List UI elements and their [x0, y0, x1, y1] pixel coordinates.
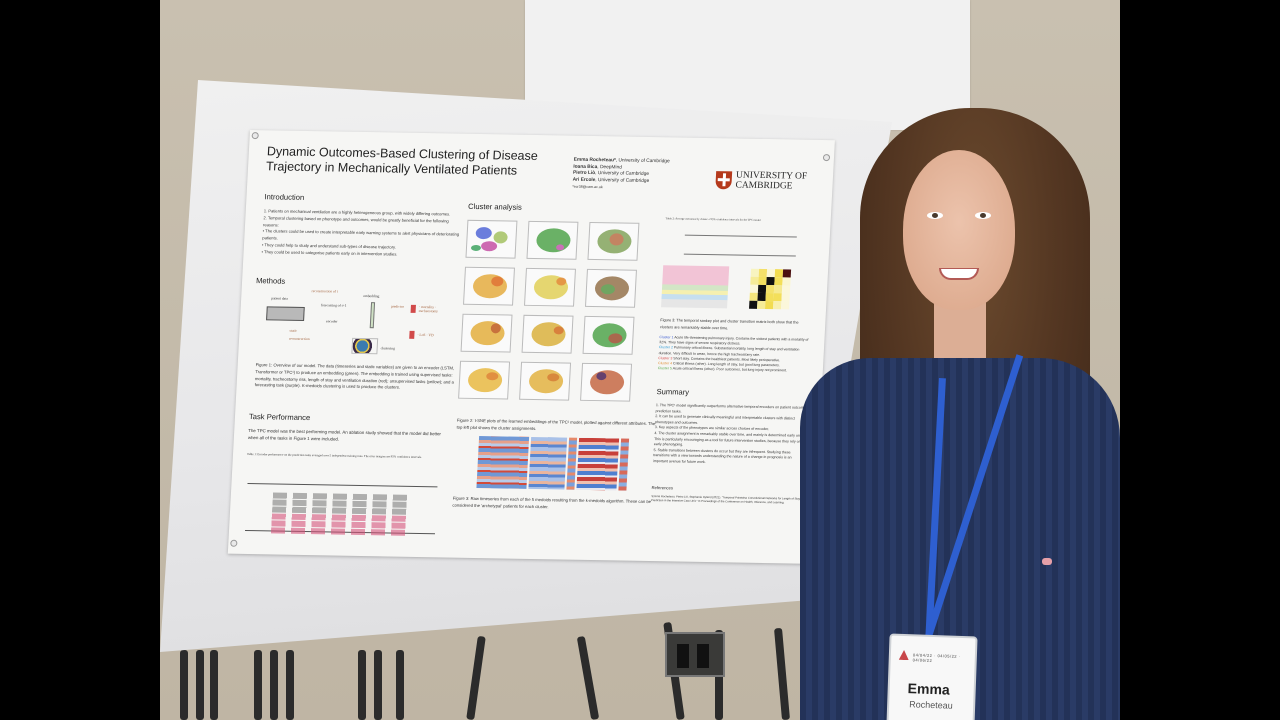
temporal-sankey-plot: [661, 265, 730, 309]
easel-leg: [254, 650, 262, 720]
heatmap-cluster-1: [476, 436, 530, 489]
cluster-analysis-heading: Cluster analysis: [467, 201, 523, 212]
pushpin-icon: [230, 539, 238, 547]
table1-caption: Table 1: Encoder performance on the pred…: [246, 451, 423, 460]
eye: [975, 212, 991, 219]
summary-heading: Summary: [656, 387, 690, 397]
smile: [939, 268, 979, 280]
easel-leg: [466, 635, 486, 720]
figure1-caption: Figure 1: Overview of our model. The dat…: [254, 362, 455, 391]
methods-heading: Methods: [255, 276, 286, 286]
poster-title: Dynamic Outcomes-Based Clustering of Dis…: [265, 144, 539, 178]
figure2-caption: Figure 2: t-SNE plots of the learned emb…: [456, 417, 656, 431]
university-logo: UNIVERSITY OF CAMBRIDGE: [715, 170, 807, 192]
easel-leg: [270, 650, 278, 720]
tsne-plot: [526, 220, 579, 260]
sankey-caption: Figure 3: The temporal sankey plot and c…: [659, 318, 799, 331]
references-text: ¹Emma Rocheteau, Pietro Liò, Stephanie H…: [650, 494, 801, 504]
introduction-list: 1. Patients on mechanical ventilation ar…: [261, 208, 460, 257]
tsne-plot: [460, 313, 513, 353]
letterbox-left: [0, 0, 160, 720]
badge-first-name: Emma: [907, 680, 951, 698]
easel-leg: [396, 650, 404, 720]
badge-surname: Rocheteau: [909, 699, 953, 711]
tsne-plot: [584, 268, 637, 308]
tsne-plot-grid: [458, 219, 640, 402]
easel-leg: [210, 650, 218, 720]
presenter-person: 04/04/22 · 04/05/22 · 04/06/22 Emma Roch…: [800, 108, 1120, 720]
tsne-plot: [587, 221, 640, 261]
cambridge-shield-icon: [715, 171, 733, 190]
introduction-heading: Introduction: [264, 192, 305, 202]
heatmap-cluster-3: [566, 437, 578, 490]
heatmap-cluster-4: [576, 437, 620, 491]
letterbox-right: [1120, 0, 1280, 720]
tsne-plot: [463, 266, 515, 306]
author-contact: *ecr38@cam.ac.uk: [572, 184, 603, 190]
wall-outlet: [665, 632, 725, 677]
eye: [927, 212, 943, 219]
medoid-heatmap: [476, 436, 630, 491]
pushpin-icon: [251, 132, 259, 140]
easel-leg: [286, 650, 294, 720]
cluster-transition-matrix: [749, 268, 792, 310]
tsne-plot: [519, 361, 572, 401]
tsne-plot: [524, 267, 576, 307]
author-list: Emma Rocheteau*, University of Cambridge…: [572, 158, 670, 192]
cluster-outcomes-table: [683, 234, 797, 257]
model-overview-figure: patient data reconstruction of t forecas…: [248, 288, 451, 355]
tsne-plot: [521, 314, 574, 354]
performance-table: [244, 483, 438, 536]
heatmap-cluster-5: [618, 438, 630, 491]
easel-leg: [196, 650, 204, 720]
tsne-plot: [580, 362, 633, 402]
task-performance-text: The TPC model was the best performing mo…: [247, 428, 442, 442]
research-poster: Dynamic Outcomes-Based Clustering of Dis…: [227, 130, 835, 564]
face: [903, 150, 1015, 310]
photo-scene: Dynamic Outcomes-Based Clustering of Dis…: [160, 0, 1120, 720]
brooch-pin: [1042, 558, 1052, 565]
table2-caption: Table 2: Average outcomes by cluster ± 9…: [665, 217, 762, 222]
references-heading: References: [651, 485, 674, 491]
easel-leg: [358, 650, 366, 720]
cluster-descriptions: Cluster 1 Acute life-threatening pulmona…: [658, 335, 810, 374]
easel-leg: [180, 650, 188, 720]
easel-leg: [576, 635, 600, 720]
heatmap-cluster-2: [528, 436, 568, 490]
tsne-plot: [465, 219, 518, 259]
task-performance-heading: Task Performance: [248, 412, 311, 423]
summary-list: 1. The TPC¹ model significantly outperfo…: [652, 403, 806, 464]
easel-leg: [774, 627, 790, 720]
tsne-plot: [582, 315, 635, 355]
figure3-caption: Figure 3: Raw timeseries from each of th…: [452, 495, 652, 510]
tsne-plot: [458, 360, 511, 400]
easel-leg: [374, 650, 382, 720]
conference-logo-icon: [899, 650, 909, 660]
name-badge: 04/04/22 · 04/05/22 · 04/06/22 Emma Roch…: [886, 633, 978, 720]
